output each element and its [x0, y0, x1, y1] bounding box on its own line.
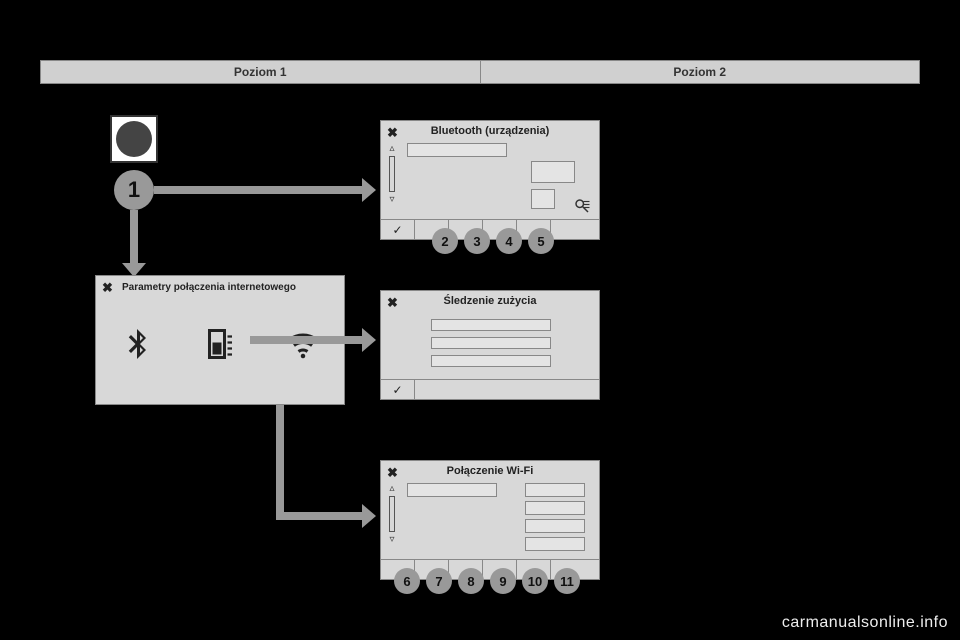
chevron-up-icon[interactable]: ▵: [387, 483, 397, 494]
watermark: carmanualsonline.info: [782, 614, 948, 632]
bluetooth-icon[interactable]: [119, 326, 155, 362]
arrow-right-2: [250, 336, 364, 344]
wifi-title: Połączenie Wi-Fi: [381, 465, 599, 477]
wifi-icon[interactable]: [285, 326, 321, 362]
chevron-up-icon[interactable]: ▵: [387, 143, 397, 154]
usage-row: [431, 337, 551, 349]
scroll-indicator: ▵ ▿: [387, 483, 397, 545]
arrow-right-1: [154, 186, 364, 194]
usage-row: [431, 319, 551, 331]
scroll-indicator: ▵ ▿: [387, 143, 397, 205]
step-circle: 2: [432, 228, 458, 254]
chevron-down-icon[interactable]: ▿: [387, 194, 397, 205]
usage-row: [431, 355, 551, 367]
globe-box: [110, 115, 158, 163]
step-number-1: 1: [128, 177, 140, 203]
usage-title: Śledzenie zużycia: [381, 295, 599, 307]
header-row: Poziom 1 Poziom 2: [40, 60, 920, 84]
spacer: [415, 380, 599, 399]
step-circle: 4: [496, 228, 522, 254]
wifi-panel: ✖ Połączenie Wi-Fi ▵ ▿: [380, 460, 600, 580]
chevron-down-icon[interactable]: ▿: [387, 534, 397, 545]
device-slot: [407, 143, 507, 157]
wifi-left-slot: [407, 483, 497, 497]
globe-icon: [116, 121, 152, 157]
arrow-head-right-3: [362, 504, 376, 528]
step-circle: 6: [394, 568, 420, 594]
arrow-head-right-2: [362, 328, 376, 352]
arrow-head-right-1: [362, 178, 376, 202]
wifi-right-slot: [525, 537, 585, 551]
wifi-right-slot: [525, 501, 585, 515]
arrow-down-2: [276, 405, 284, 520]
step-circle: 9: [490, 568, 516, 594]
settings-icon[interactable]: [573, 197, 591, 215]
device-info-1: [531, 161, 575, 183]
step-circle: 5: [528, 228, 554, 254]
header-col-1: Poziom 1: [41, 61, 481, 83]
data-usage-icon[interactable]: [202, 326, 238, 362]
bluetooth-num-row: 2 3 4 5: [432, 228, 554, 254]
check-icon[interactable]: ✓: [381, 220, 415, 239]
step-circle: 8: [458, 568, 484, 594]
step-circle: 10: [522, 568, 548, 594]
step-circle: 7: [426, 568, 452, 594]
wifi-num-row: 6 7 8 9 10 11: [394, 568, 580, 594]
params-icons-row: [96, 326, 344, 362]
bottom-bar: ✓: [381, 379, 599, 399]
wifi-right-slot: [525, 483, 585, 497]
scroll-track[interactable]: [389, 156, 395, 192]
check-icon[interactable]: ✓: [381, 380, 415, 399]
usage-panel: ✖ Śledzenie zużycia ✓: [380, 290, 600, 400]
step-circle: 3: [464, 228, 490, 254]
bluetooth-panel: ✖ Bluetooth (urządzenia) ▵ ▿ ✓: [380, 120, 600, 240]
step-circle: 11: [554, 568, 580, 594]
step-circle-1: 1: [114, 170, 154, 210]
close-icon[interactable]: ✖: [102, 280, 113, 296]
device-info-2: [531, 189, 555, 209]
bluetooth-title: Bluetooth (urządzenia): [381, 125, 599, 137]
scroll-track[interactable]: [389, 496, 395, 532]
params-title: Parametry połączenia internetowego: [122, 282, 296, 293]
arrow-right-3: [276, 512, 364, 520]
wifi-right-slot: [525, 519, 585, 533]
header-col-2: Poziom 2: [481, 61, 920, 83]
arrow-down-1: [130, 210, 138, 265]
